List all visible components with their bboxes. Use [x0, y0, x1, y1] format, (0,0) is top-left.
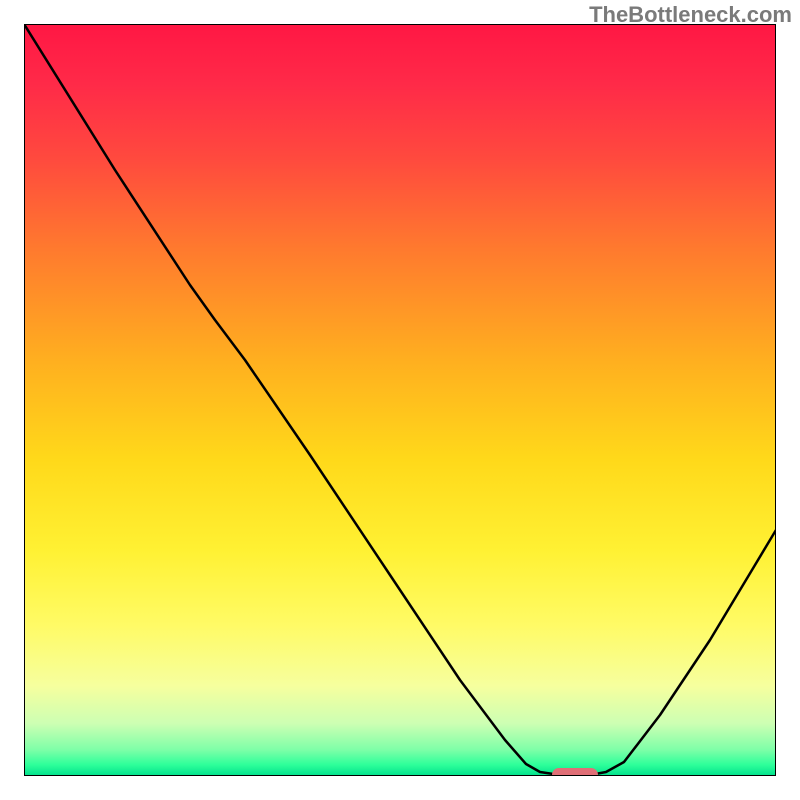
gradient-background [24, 24, 776, 776]
bottleneck-chart [0, 0, 800, 800]
watermark-text: TheBottleneck.com [589, 2, 792, 28]
chart-container: TheBottleneck.com [0, 0, 800, 800]
plot-area [24, 24, 776, 782]
